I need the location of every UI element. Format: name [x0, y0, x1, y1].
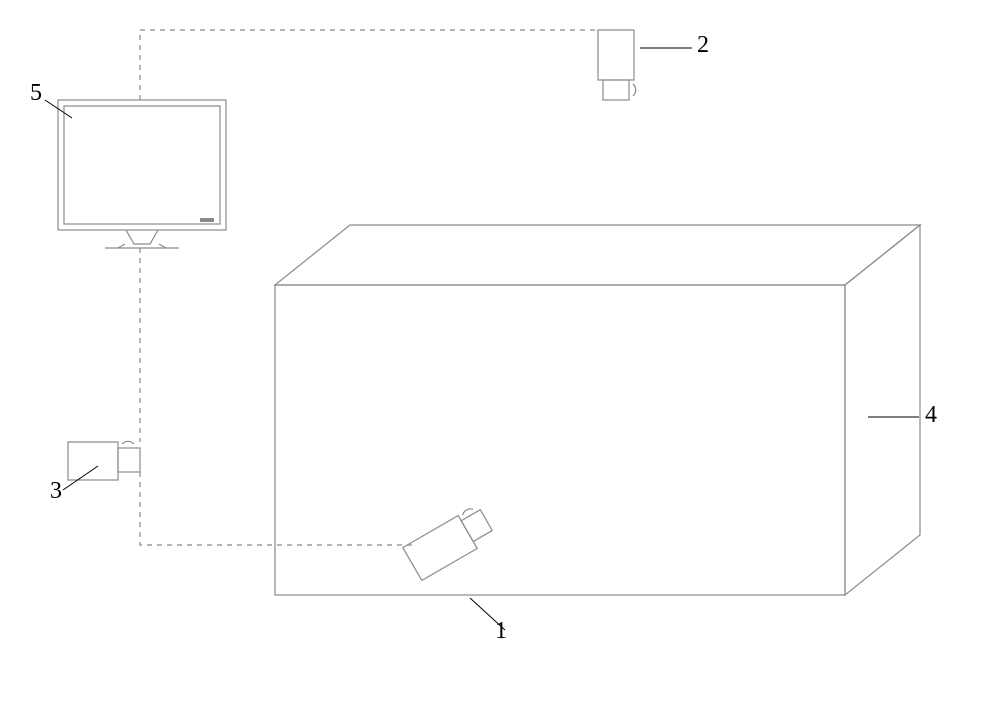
label-3: 3: [50, 478, 62, 505]
camera-inside: [402, 504, 496, 581]
dashed-connections: [140, 30, 598, 545]
monitor: [58, 100, 226, 248]
label-4: 4: [925, 402, 937, 429]
label-5: 5: [30, 80, 42, 107]
camera-top: [598, 30, 636, 100]
label-2: 2: [697, 32, 709, 59]
camera-left: [68, 441, 140, 480]
diagram-svg: [0, 0, 1000, 707]
label-1: 1: [495, 618, 507, 645]
leader-lines: [45, 48, 919, 630]
diagram-root: 1 2 3 4 5: [0, 0, 1000, 707]
box-3d: [275, 225, 920, 595]
